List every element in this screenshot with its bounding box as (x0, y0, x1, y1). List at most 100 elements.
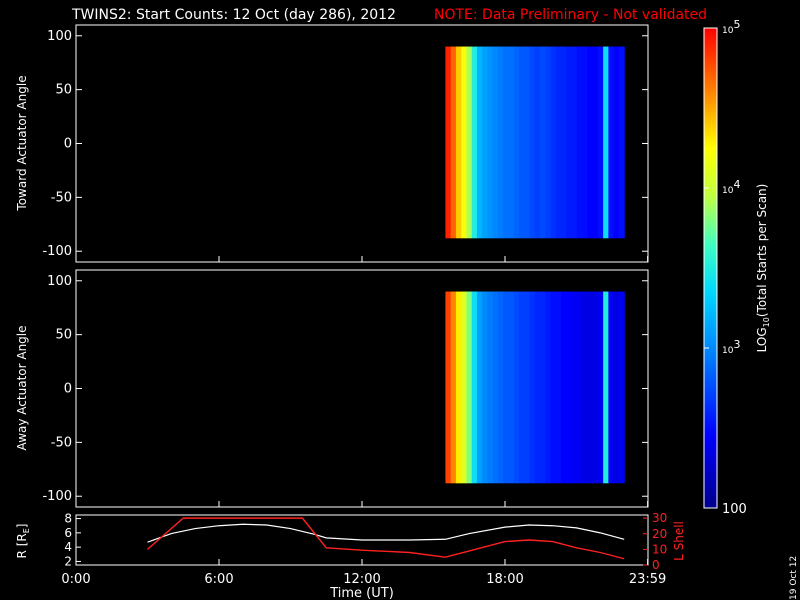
heatmap-column (618, 46, 625, 239)
heatmap-column (545, 46, 552, 239)
time-tick-label: 6:00 (204, 572, 233, 587)
heatmap-column (603, 291, 609, 484)
heatmap-column (445, 291, 452, 484)
colorbar-label-main: LOG (755, 327, 769, 352)
y-tick-label: -50 (51, 435, 72, 450)
heatmap-column (476, 46, 483, 239)
heatmap-column (503, 46, 510, 239)
r-tick-label: 8 (64, 512, 72, 526)
heatmap-column (613, 46, 620, 239)
heatmap-column (492, 291, 499, 484)
title: TWINS2: Start Counts: 12 Oct (day 286), … (72, 7, 396, 23)
heatmap-column (608, 291, 615, 484)
heatmap-column (497, 46, 504, 239)
colorbar-tick-label: 105 (722, 18, 740, 36)
y-tick-label: 100 (47, 29, 72, 44)
y-tick-label: 100 (47, 274, 72, 289)
heatmap-column (461, 291, 468, 484)
heatmap-column (445, 46, 452, 239)
heatmap-column (603, 46, 609, 239)
y-tick-label: -100 (42, 489, 72, 504)
heatmap-column (561, 291, 567, 484)
heatmap-column (597, 46, 604, 239)
colorbar-tick-label: 103 (722, 338, 740, 356)
heatmap-column (550, 46, 557, 239)
preliminary-note: NOTE: Data Preliminary - Not validated (434, 7, 708, 23)
heatmap-column (508, 291, 515, 484)
r-series-line (147, 523, 625, 543)
colorbar-tick-label: 104 (722, 178, 740, 196)
time-tick-label: 18:00 (486, 572, 523, 587)
heatmap-column (524, 46, 531, 239)
r-label-sub: E (22, 528, 31, 533)
heatmap-column (487, 46, 494, 239)
heatmap-column (592, 291, 599, 484)
heatmap-column (534, 291, 541, 484)
heatmap-column (466, 291, 473, 484)
y-tick-label: -50 (51, 190, 72, 205)
heatmap-column (618, 291, 625, 484)
toward-y-ticks: 100 50 0 -50 -100 (42, 29, 648, 259)
time-ticks: 0:00 6:00 12:00 18:00 23:59 (61, 256, 666, 587)
heatmap-column (466, 46, 473, 239)
heatmap-column (608, 46, 615, 239)
r-tick-label: 2 (64, 554, 72, 568)
heatmap-column (597, 291, 604, 484)
r-label-end: ] (15, 524, 29, 529)
r-tick-label: 6 (64, 526, 72, 540)
colorbar-label-rest: (Total Starts per Scan) (755, 184, 769, 318)
heatmap-column (497, 291, 504, 484)
heatmap-column (540, 46, 546, 239)
heatmap-column (582, 291, 588, 484)
heatmap-column (519, 291, 525, 484)
lshell-tick-label: 20 (652, 527, 667, 541)
y-tick-label: -100 (42, 244, 72, 259)
heatmap-column (566, 46, 573, 239)
heatmap-column (471, 46, 478, 239)
lshell-label: L Shell (672, 521, 686, 561)
heatmap-column (576, 291, 583, 484)
colorbar-bottom-label: 100 (722, 502, 747, 517)
heatmap-column (545, 291, 552, 484)
heatmap-column (513, 46, 520, 239)
heatmap-column (450, 291, 457, 484)
heatmap-column (571, 291, 578, 484)
heatmap-column (487, 291, 494, 484)
heatmap-column (561, 46, 567, 239)
heatmap-column (566, 291, 573, 484)
time-tick-label: 0:00 (61, 572, 90, 587)
heatmap-column (555, 46, 562, 239)
lshell-tick-label: 10 (652, 542, 667, 556)
colorbar-gradient (703, 27, 718, 509)
heatmap-column (519, 46, 525, 239)
heatmap-column (540, 291, 546, 484)
heatmap-column (455, 291, 462, 484)
r-tick-label: 4 (64, 540, 72, 554)
heatmap-column (471, 291, 478, 484)
heatmap-column (582, 46, 588, 239)
heatmap-column (476, 291, 483, 484)
heatmap-column (555, 291, 562, 484)
colorbar-label-sub: 10 (762, 317, 771, 327)
heatmap-column (592, 46, 599, 239)
away-heatmap (445, 291, 625, 484)
heatmap-column (461, 46, 468, 239)
date-stamp: 19 Oct 12 (789, 556, 799, 600)
heatmap-column (550, 291, 557, 484)
heatmap-column (513, 291, 520, 484)
lshell-tick-label: 30 (652, 511, 667, 525)
heatmap-column (482, 46, 489, 239)
lshell-series-line (147, 517, 625, 560)
orbit-lines (147, 517, 625, 560)
y-tick-label: 0 (64, 137, 72, 152)
y-tick-label: 0 (64, 382, 72, 397)
heatmap-column (524, 291, 531, 484)
heatmap-column (529, 46, 536, 239)
heatmap-column (534, 46, 541, 239)
r-label-main: R [R (15, 533, 29, 558)
toward-panel: 100 50 0 -50 -100 Toward Actuator Angle (15, 24, 649, 263)
